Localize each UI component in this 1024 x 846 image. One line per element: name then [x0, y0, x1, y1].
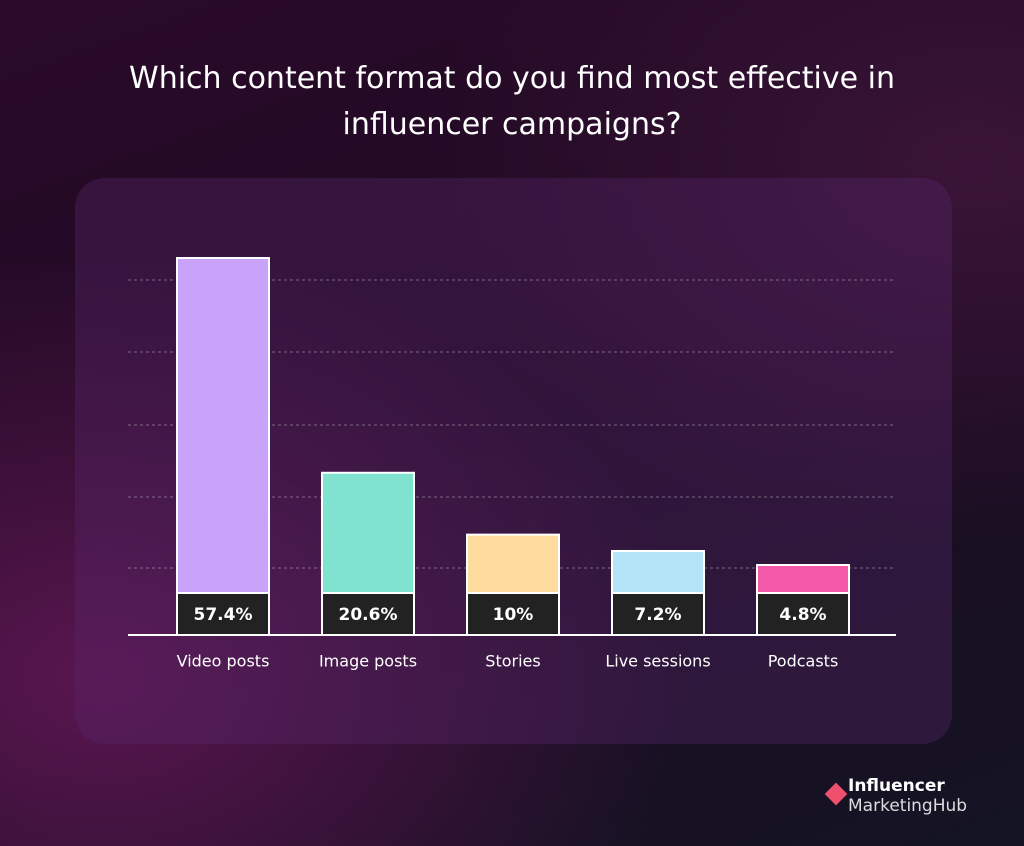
value-label-box: [466, 592, 560, 636]
brand-line1: Influencer: [848, 776, 945, 796]
chart-title: Which content format do you find most ef…: [129, 61, 895, 142]
value-label: 20.6%: [339, 605, 398, 625]
brand-line2: MarketingHub: [848, 796, 968, 816]
x-tick-label: Stories: [485, 652, 540, 671]
value-label-box: [611, 592, 705, 636]
x-tick-label: Video posts: [177, 652, 270, 671]
value-label-box: [176, 592, 270, 636]
x-tick-label: Live sessions: [605, 652, 710, 671]
bar: [176, 257, 270, 636]
x-tick-label: Podcasts: [768, 652, 839, 671]
value-label-box: [756, 592, 850, 636]
value-label-box: [321, 592, 415, 636]
x-tick-label: Image posts: [319, 652, 417, 671]
panel: [75, 178, 952, 744]
value-label: 10%: [493, 605, 534, 625]
value-label: 4.8%: [779, 605, 826, 625]
value-label: 7.2%: [634, 605, 681, 625]
brand-logo: Influencer MarketingHub: [824, 776, 968, 816]
value-label: 57.4%: [194, 605, 253, 625]
